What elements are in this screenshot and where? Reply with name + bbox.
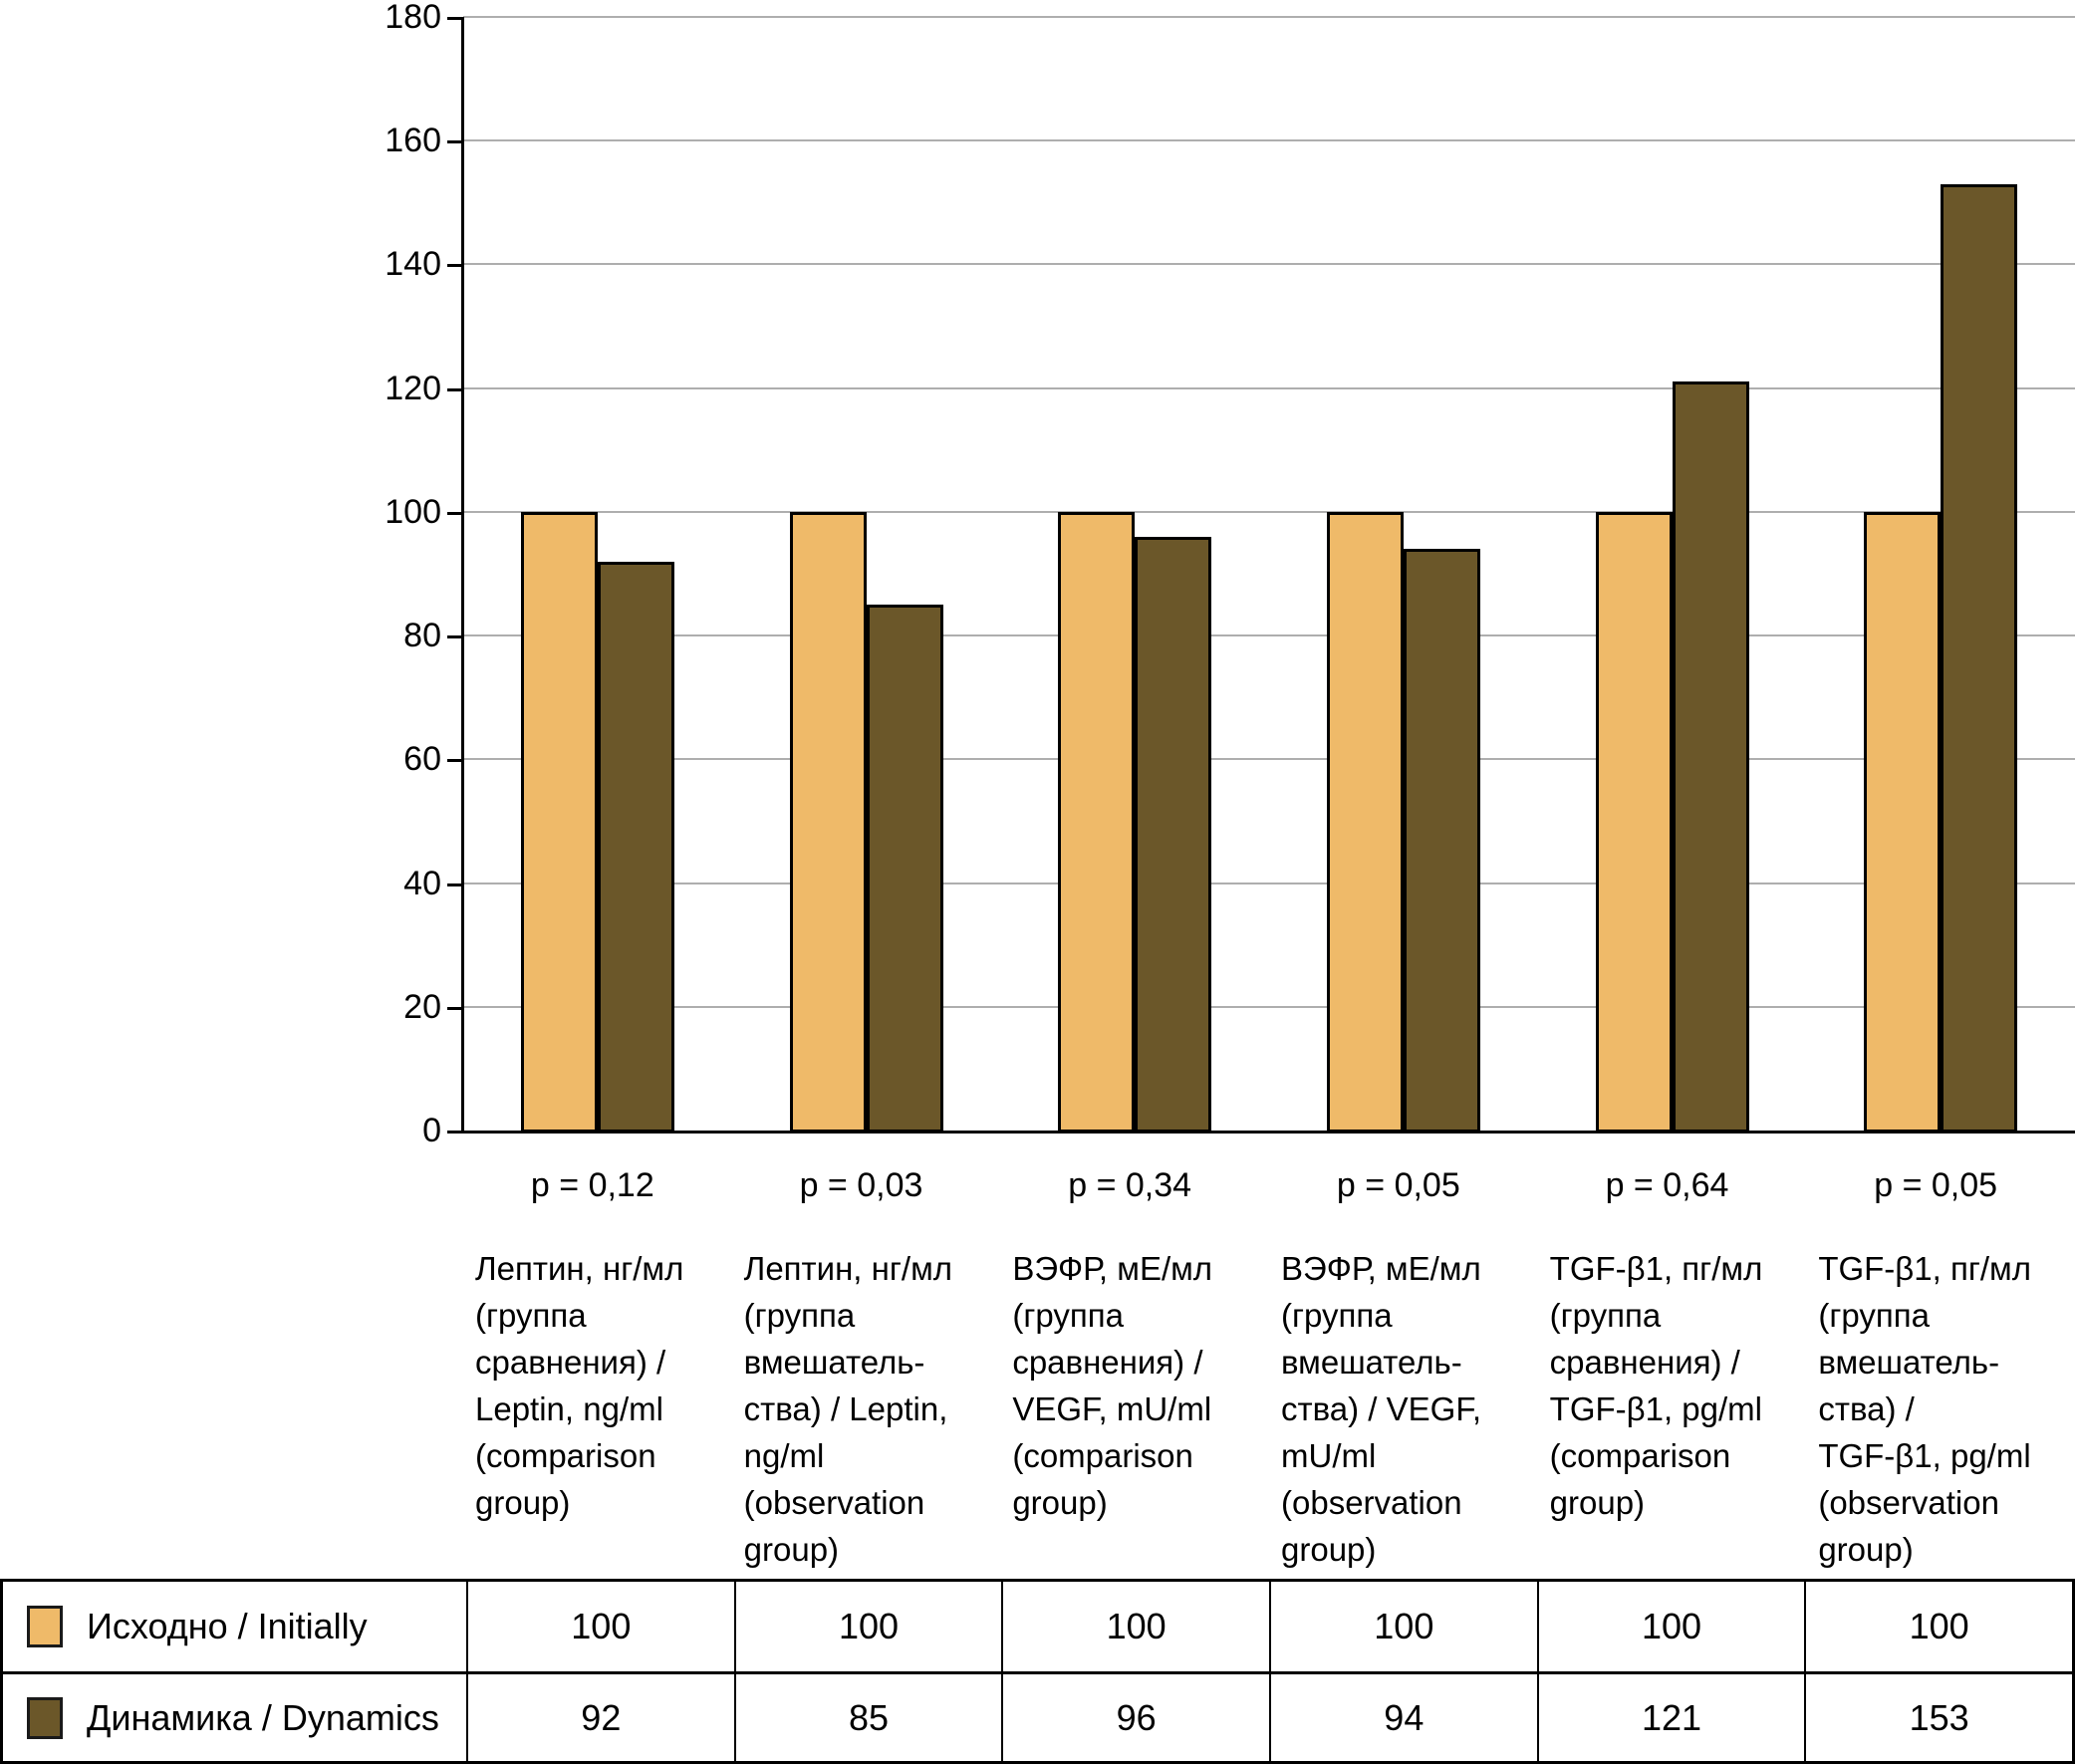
bar-dynamics-3 xyxy=(1135,536,1212,1133)
bar-dynamics-2 xyxy=(866,605,943,1133)
y-tick-0 xyxy=(447,1131,461,1134)
y-tick-label-120: 120 xyxy=(385,369,441,407)
gridline-20 xyxy=(463,1005,2075,1008)
table-value-r2-c2: 85 xyxy=(733,1671,1002,1761)
legend-label-2: Динамика / Dynamics xyxy=(87,1696,439,1738)
bar-initially-3 xyxy=(1058,511,1136,1133)
y-tick-180 xyxy=(447,17,461,20)
bar-initially-1 xyxy=(520,511,598,1133)
y-tick-label-140: 140 xyxy=(385,245,441,284)
y-tick-label-160: 160 xyxy=(385,122,441,160)
table-value-r2-c6: 153 xyxy=(1804,1671,2072,1761)
bar-initially-5 xyxy=(1595,511,1673,1133)
y-tick-40 xyxy=(447,882,461,886)
bar-initially-6 xyxy=(1864,511,1942,1133)
y-tick-label-20: 20 xyxy=(403,987,441,1026)
x-axis xyxy=(461,1131,2075,1134)
gridline-120 xyxy=(463,386,2075,389)
legend-swatch-dynamics xyxy=(27,1696,63,1739)
y-tick-100 xyxy=(447,511,461,515)
gridline-40 xyxy=(463,882,2075,884)
p-value-label-4: p = 0,05 xyxy=(1336,1166,1460,1204)
y-tick-label-180: 180 xyxy=(385,0,441,36)
gridline-60 xyxy=(463,758,2075,761)
y-tick-label-40: 40 xyxy=(403,864,441,902)
y-tick-label-80: 80 xyxy=(403,617,441,655)
p-value-label-5: p = 0,64 xyxy=(1605,1166,1729,1204)
legend-label-1: Исходно / Initially xyxy=(87,1606,368,1646)
data-table: Исходно / Initially 100 100 100 100 100 100 Дин… xyxy=(0,1579,2075,1764)
category-label-4: ВЭФР, мЕ/мл (группа вмешатель- ства) / V… xyxy=(1281,1250,1481,1568)
table-value-r1-c4: 100 xyxy=(1268,1582,1537,1671)
gridline-100 xyxy=(463,510,2075,513)
y-tick-20 xyxy=(447,1006,461,1010)
bar-dynamics-4 xyxy=(1403,549,1480,1133)
bar-initially-2 xyxy=(789,511,867,1133)
p-value-label-2: p = 0,03 xyxy=(799,1166,923,1204)
table-row-label-2: Динамика / Dynamics xyxy=(3,1671,466,1761)
legend-swatch-initially xyxy=(27,1606,63,1647)
y-tick-label-100: 100 xyxy=(385,492,441,531)
table-value-r1-c2: 100 xyxy=(733,1582,1002,1671)
p-value-label-6: p = 0,05 xyxy=(1874,1166,1998,1204)
y-tick-60 xyxy=(447,759,461,763)
table-value-r2-c5: 121 xyxy=(1536,1671,1805,1761)
y-tick-140 xyxy=(447,264,461,268)
table-value-r2-c4: 94 xyxy=(1268,1671,1537,1761)
category-label-1: Лептин, нг/мл (группа сравнения) / Lepti… xyxy=(475,1250,684,1521)
bar-initially-4 xyxy=(1326,511,1404,1133)
bar-dynamics-1 xyxy=(597,561,674,1133)
table-value-r2-c3: 96 xyxy=(1001,1671,1269,1761)
p-value-label-3: p = 0,34 xyxy=(1068,1166,1192,1204)
category-label-6: TGF-β1, пг/мл (группа вмешатель- ства) /… xyxy=(1818,1250,2031,1568)
gridline-180 xyxy=(463,16,2075,18)
category-label-2: Лептин, нг/мл (группа вмешатель- ства) /… xyxy=(743,1250,953,1568)
category-label-3: ВЭФР, мЕ/мл (группа сравнения) / VEGF, m… xyxy=(1012,1250,1213,1521)
gridline-80 xyxy=(463,634,2075,637)
bar-dynamics-6 xyxy=(1941,183,2018,1133)
y-tick-80 xyxy=(447,635,461,639)
gridline-160 xyxy=(463,139,2075,142)
bar-dynamics-5 xyxy=(1672,381,1749,1133)
table-value-r1-c5: 100 xyxy=(1536,1582,1805,1671)
y-tick-160 xyxy=(447,140,461,144)
table-value-r1-c6: 100 xyxy=(1804,1582,2072,1671)
y-tick-120 xyxy=(447,387,461,391)
table-value-r1-c1: 100 xyxy=(466,1582,734,1671)
table-row-label-1: Исходно / Initially xyxy=(3,1582,466,1671)
y-tick-label-60: 60 xyxy=(403,740,441,779)
bar-chart: 0 20 40 60 80 100 120 140 160 180 p = 0,12 Лептин, … xyxy=(385,0,2075,1568)
p-value-label-1: p = 0,12 xyxy=(530,1166,654,1204)
category-label-5: TGF-β1, пг/мл (группа сравнения) / TGF-β… xyxy=(1549,1250,1763,1521)
y-axis xyxy=(461,17,464,1134)
table-value-r2-c1: 92 xyxy=(466,1671,734,1761)
table-value-r1-c3: 100 xyxy=(1001,1582,1269,1671)
gridline-140 xyxy=(463,263,2075,266)
y-tick-label-0: 0 xyxy=(422,1112,441,1149)
